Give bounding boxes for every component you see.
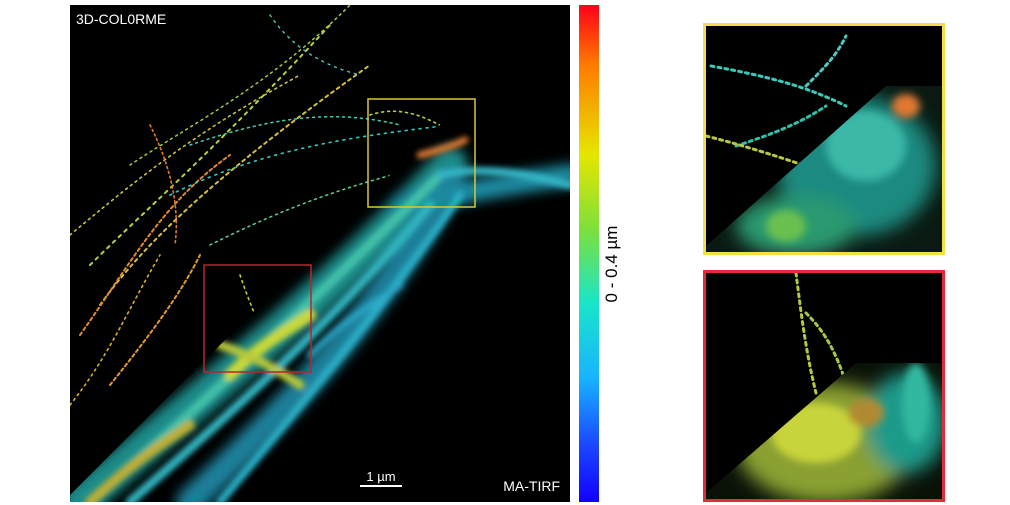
reconstruction-filaments <box>70 5 471 406</box>
microscopy-image <box>70 5 570 502</box>
method-label-bottom: MA-TIRF <box>503 478 560 494</box>
scale-bar-line <box>360 485 402 487</box>
scale-bar-label: 1 µm <box>366 469 396 484</box>
inset-yellow-image <box>706 34 942 252</box>
roi-box-yellow <box>367 98 476 208</box>
inset-red <box>703 270 945 502</box>
scale-bar: 1 µm <box>360 469 402 487</box>
inset-yellow <box>703 23 945 255</box>
method-label-top: 3D-COL0RME <box>76 11 167 27</box>
colorbar-label: 0 - 0.4 µm <box>602 225 621 303</box>
roi-box-red <box>203 264 312 373</box>
inset-red-image <box>706 273 942 499</box>
main-microscopy-panel: 3D-COL0RME MA-TIRF 1 µm <box>70 5 570 502</box>
tirf-bundles <box>70 136 570 502</box>
depth-colorbar <box>579 5 599 502</box>
